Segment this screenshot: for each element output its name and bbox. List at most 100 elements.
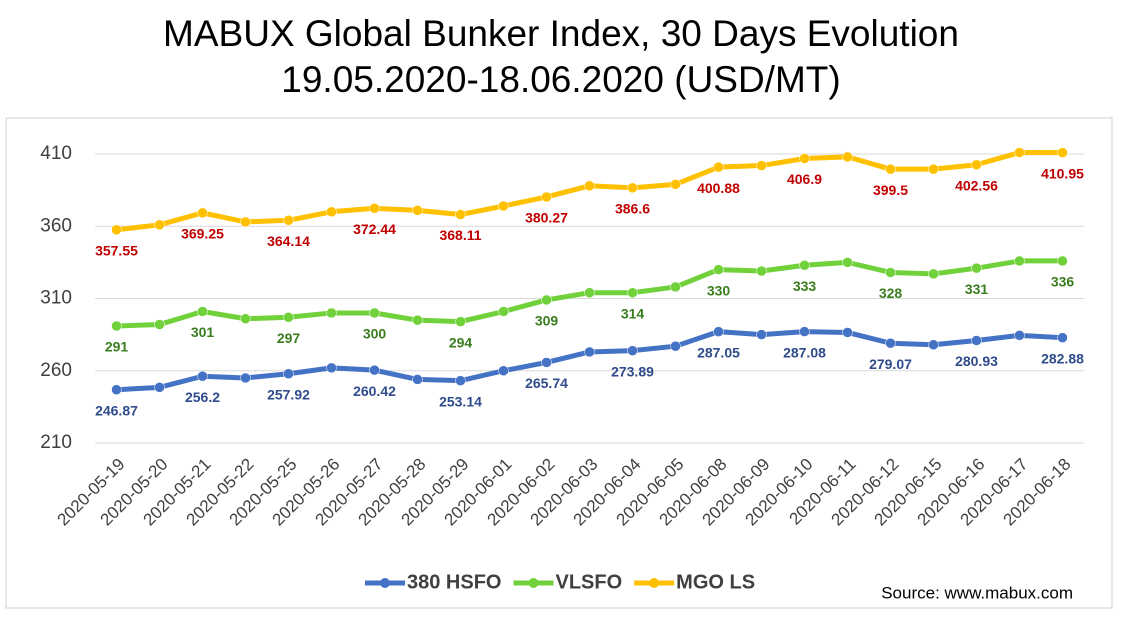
data-point xyxy=(1057,332,1068,343)
data-label: 369.25 xyxy=(181,226,224,242)
y-tick-label: 410 xyxy=(40,143,72,164)
data-point xyxy=(283,215,294,226)
y-tick-label: 260 xyxy=(40,360,72,381)
data-point xyxy=(756,329,767,340)
data-label: 253.14 xyxy=(439,393,482,409)
data-point xyxy=(670,281,681,293)
y-tick-label: 210 xyxy=(40,432,72,453)
data-point xyxy=(627,287,638,298)
data-point xyxy=(1057,255,1068,267)
data-label: 291 xyxy=(105,339,129,355)
data-label: 265.74 xyxy=(525,375,568,391)
data-label: 287.05 xyxy=(697,344,740,360)
data-point xyxy=(885,163,896,175)
data-point xyxy=(283,368,294,380)
data-label: 333 xyxy=(793,278,817,294)
data-point xyxy=(799,153,810,164)
data-point xyxy=(154,219,165,231)
data-point xyxy=(326,307,337,319)
data-point xyxy=(713,326,724,337)
y-tick-label: 360 xyxy=(40,215,72,236)
data-label: 328 xyxy=(879,285,903,301)
data-point xyxy=(498,306,509,317)
legend-label: MGO LS xyxy=(676,571,755,593)
data-point xyxy=(541,191,552,203)
data-point xyxy=(369,364,380,376)
data-label: 399.5 xyxy=(873,182,908,198)
data-point xyxy=(240,216,251,228)
data-point xyxy=(799,326,810,337)
data-point xyxy=(240,313,251,324)
legend-marker xyxy=(528,578,539,588)
legend-label: VLSFO xyxy=(555,571,622,593)
data-point xyxy=(842,151,853,163)
data-point xyxy=(1014,330,1025,341)
data-point xyxy=(928,339,939,350)
legend-marker xyxy=(380,578,390,588)
data-point xyxy=(412,374,423,385)
data-point xyxy=(584,287,595,298)
data-label: 314 xyxy=(621,305,645,321)
data-label: 280.93 xyxy=(955,353,998,369)
y-tick-label: 310 xyxy=(40,288,72,309)
data-point xyxy=(326,206,337,218)
data-point xyxy=(928,163,939,175)
data-label: 279.07 xyxy=(869,356,912,372)
data-point xyxy=(197,370,208,382)
data-label: 410.95 xyxy=(1041,165,1084,181)
data-point xyxy=(154,382,165,393)
data-label: 300 xyxy=(363,326,387,342)
data-point xyxy=(1014,255,1025,267)
data-label: 402.56 xyxy=(955,177,998,193)
data-label: 331 xyxy=(965,281,989,297)
data-point xyxy=(111,320,122,332)
data-label: 301 xyxy=(191,324,215,340)
data-point xyxy=(111,224,122,236)
data-point xyxy=(971,335,982,346)
data-label: 273.89 xyxy=(611,363,654,379)
data-point xyxy=(756,160,767,171)
series-line xyxy=(116,150,1063,233)
data-point xyxy=(584,346,595,358)
data-point xyxy=(455,316,466,327)
data-point xyxy=(799,260,810,271)
data-point xyxy=(111,384,122,395)
data-label: 257.92 xyxy=(267,386,310,402)
data-point xyxy=(842,327,853,338)
data-point xyxy=(971,159,982,171)
data-point xyxy=(197,207,208,219)
chart-subtitle: 19.05.2020-18.06.2020 (USD/MT) xyxy=(281,59,840,100)
data-point xyxy=(713,264,724,275)
chart-border xyxy=(5,117,1113,609)
data-point xyxy=(498,365,509,376)
data-point xyxy=(627,345,638,356)
data-point xyxy=(369,203,380,214)
data-label: 294 xyxy=(449,334,473,350)
data-label: 386.6 xyxy=(615,201,650,217)
data-label: 309 xyxy=(535,313,559,329)
data-point xyxy=(455,375,466,386)
data-point xyxy=(498,200,509,212)
data-label: 282.88 xyxy=(1041,350,1084,366)
data-label: 297 xyxy=(277,330,301,346)
data-point xyxy=(455,209,466,220)
data-point xyxy=(928,268,939,280)
data-label: 368.11 xyxy=(439,227,481,243)
data-point xyxy=(326,362,337,374)
data-point xyxy=(240,372,251,384)
series-line xyxy=(116,329,1063,393)
data-point xyxy=(154,319,165,330)
data-point xyxy=(670,340,681,352)
data-point xyxy=(541,357,552,368)
data-point xyxy=(197,306,208,317)
data-label: 380.27 xyxy=(525,210,568,226)
data-label: 330 xyxy=(707,282,731,298)
data-point xyxy=(842,257,853,268)
data-point xyxy=(412,205,423,216)
data-label: 246.87 xyxy=(95,402,138,418)
data-point xyxy=(885,267,896,278)
data-point xyxy=(1057,147,1068,158)
data-point xyxy=(971,262,982,274)
data-point xyxy=(283,312,294,323)
